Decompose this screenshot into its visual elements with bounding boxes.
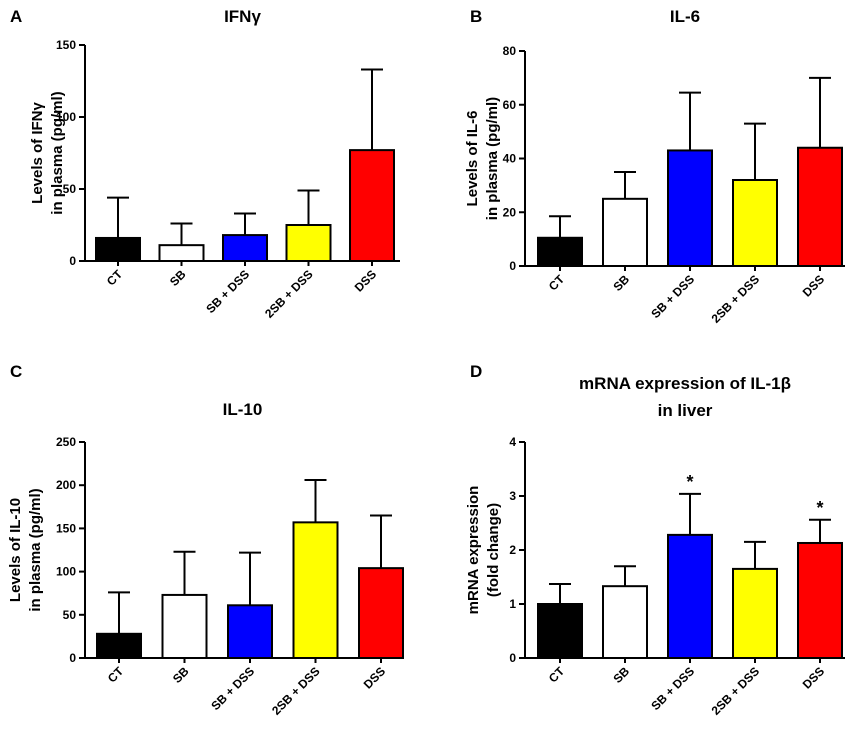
category-label: SB + DSS [648, 664, 697, 713]
bar [732, 179, 778, 267]
panel-a: A IFNγ Levels of IFNγ in plasma (pg/ml) 0 50 1… [10, 7, 400, 321]
bar [537, 603, 583, 659]
bar [358, 567, 404, 659]
category-label: CT [546, 272, 568, 294]
y-tick-label: 40 [503, 152, 517, 166]
y-tick-label: 100 [56, 565, 76, 579]
panel-b: B IL-6 Levels of IL-6 in plasma (pg/ml) 0 20 4… [464, 7, 845, 326]
y-tick-label: 20 [503, 205, 517, 219]
panel-letter: B [470, 7, 482, 26]
y-axis-label: (fold change) [485, 503, 502, 597]
y-tick-label: 100 [56, 110, 76, 124]
category-label: CT [546, 664, 568, 686]
category-label: SB [167, 267, 189, 289]
chart-title: IL-6 [670, 7, 700, 26]
chart-title: mRNA expression of IL-1β [579, 374, 791, 393]
chart-title: IL-10 [223, 400, 263, 419]
y-tick-label: 1 [509, 597, 516, 611]
category-label: DSS [800, 664, 827, 691]
bar [96, 632, 142, 659]
y-tick-label: 0 [69, 651, 76, 665]
bar [349, 149, 395, 262]
category-label: SB + DSS [203, 267, 252, 316]
bar [667, 149, 713, 267]
category-label: 2SB + DSS [269, 664, 323, 718]
panel-letter: A [10, 7, 22, 26]
category-label: SB [610, 272, 632, 294]
category-label: DSS [361, 664, 388, 691]
bar [732, 567, 778, 660]
bar [158, 244, 205, 263]
bar [537, 236, 583, 267]
y-tick-label: 4 [509, 435, 516, 449]
chart-title: IFNγ [224, 7, 261, 26]
y-tick-label: 80 [503, 44, 517, 58]
category-label: SB [170, 664, 192, 686]
y-axis-label: Levels of IL-6 [464, 111, 481, 207]
y-tick-label: 150 [56, 38, 76, 52]
y-axis-label: mRNA expression [465, 486, 482, 615]
significance-marker: * [686, 472, 693, 492]
bar [667, 533, 713, 660]
category-label: CT [105, 664, 127, 686]
y-tick-label: 150 [56, 521, 76, 535]
y-tick-label: 50 [63, 182, 77, 196]
category-label: SB + DSS [208, 664, 257, 713]
y-axis-label: in plasma (pg/ml) [484, 97, 501, 220]
panel-letter: C [10, 362, 22, 381]
bar [797, 146, 843, 267]
bar [797, 541, 843, 659]
category-label: SB [610, 664, 632, 686]
y-tick-label: 0 [509, 259, 516, 273]
y-tick-label: 50 [63, 608, 77, 622]
y-tick-label: 0 [509, 651, 516, 665]
y-axis-label: in plasma (pg/ml) [27, 488, 44, 611]
y-tick-label: 0 [69, 254, 76, 268]
category-label: 2SB + DSS [709, 272, 763, 326]
y-tick-label: 200 [56, 478, 76, 492]
bar [285, 224, 332, 262]
bar [227, 604, 273, 660]
y-tick-label: 60 [503, 98, 517, 112]
bar [292, 521, 339, 659]
bar [161, 593, 208, 659]
bar [602, 197, 648, 267]
y-tick-label: 250 [56, 435, 76, 449]
y-axis-label: Levels of IFNγ [29, 101, 46, 203]
category-label: CT [104, 267, 126, 289]
category-label: DSS [352, 267, 379, 294]
category-label: DSS [800, 272, 827, 299]
y-axis-label: in plasma (pg/ml) [49, 91, 66, 214]
panel-letter: D [470, 362, 482, 381]
chart-title: in liver [658, 401, 713, 420]
bar [95, 236, 141, 263]
y-axis-label: Levels of IL-10 [7, 498, 24, 602]
panel-c: C IL-10 Levels of IL-10 in plasma (pg/ml) 0 5… [7, 362, 404, 718]
bar [602, 585, 648, 659]
y-tick-label: 3 [509, 489, 516, 503]
category-label: 2SB + DSS [262, 267, 316, 321]
bar [222, 234, 268, 263]
y-tick-label: 2 [509, 543, 516, 557]
significance-marker: * [816, 498, 823, 518]
category-label: SB + DSS [648, 272, 697, 321]
category-label: 2SB + DSS [709, 664, 763, 718]
